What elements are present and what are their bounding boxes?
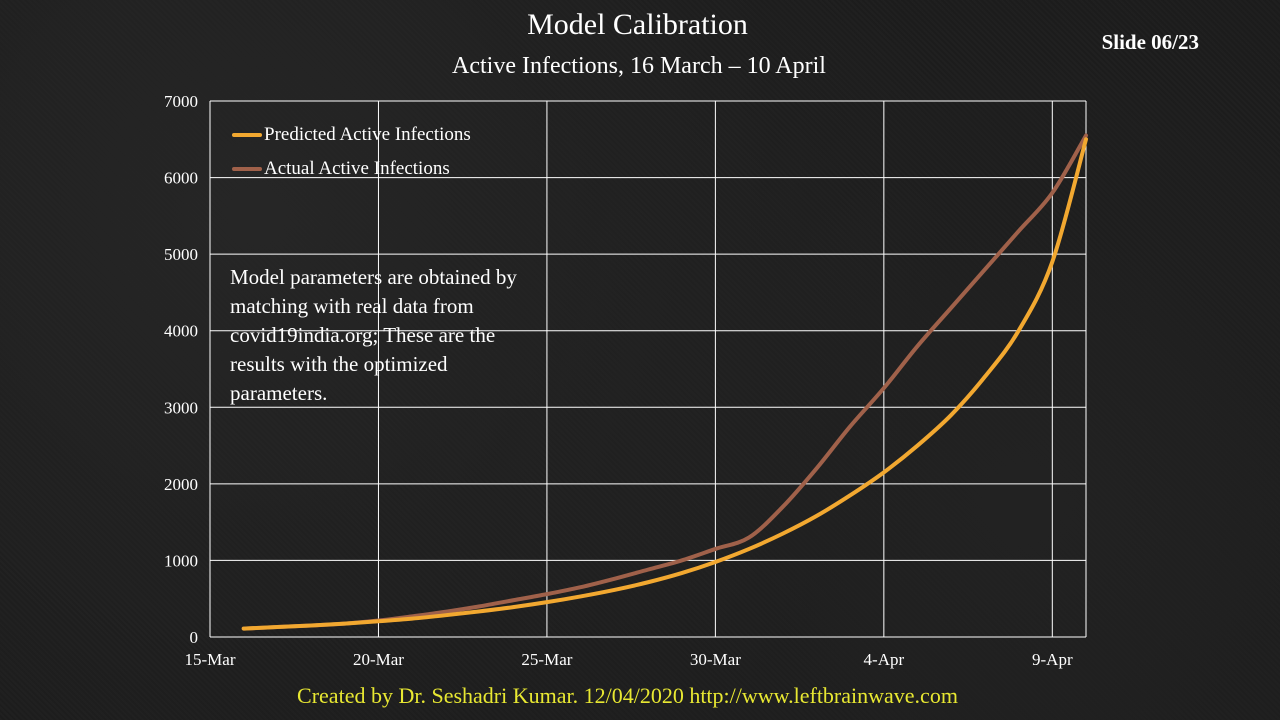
x-tick-label: 30-Mar (690, 650, 741, 669)
slide-number: Slide 06/23 (1101, 30, 1199, 54)
x-tick-label: 9-Apr (1032, 650, 1073, 669)
x-tick-label: 15-Mar (185, 650, 236, 669)
legend-label-predicted: Predicted Active Infections (264, 124, 471, 145)
legend-swatch-predicted (232, 133, 262, 137)
y-tick-label: 4000 (164, 322, 198, 341)
legend-item-actual: Actual Active Infections (232, 152, 471, 186)
y-tick-label: 7000 (164, 92, 198, 111)
x-tick-label: 20-Mar (353, 650, 404, 669)
y-tick-label: 0 (190, 628, 199, 647)
series-layer (241, 133, 1088, 631)
y-tick-label: 1000 (164, 551, 198, 570)
x-tick-label: 4-Apr (864, 650, 905, 669)
y-tick-label: 5000 (164, 245, 198, 264)
slide-title: Model Calibration (527, 8, 748, 41)
y-tick-label: 2000 (164, 475, 198, 494)
tick-label-layer: 0 1000 2000 3000 4000 5000 6000 7000 15-Mar 20-Ma… (164, 92, 1073, 669)
slide-subtitle: Active Infections, 16 March – 10 April (452, 53, 826, 79)
x-tick-label: 25-Mar (521, 650, 572, 669)
chart-annotation: Model parameters are obtained by matchin… (230, 265, 517, 405)
y-tick-label: 3000 (164, 398, 198, 417)
grid-layer (209, 100, 1087, 638)
legend-item-predicted: Predicted Active Infections (232, 118, 471, 152)
footer-credit: Created by Dr. Seshadri Kumar. 12/04/202… (297, 683, 958, 708)
legend-label-actual: Actual Active Infections (264, 158, 450, 179)
legend: Predicted Active Infections Actual Activ… (232, 118, 471, 186)
legend-swatch-actual (232, 167, 262, 171)
series-line-predicted (241, 137, 1088, 631)
y-tick-label: 6000 (164, 169, 198, 188)
